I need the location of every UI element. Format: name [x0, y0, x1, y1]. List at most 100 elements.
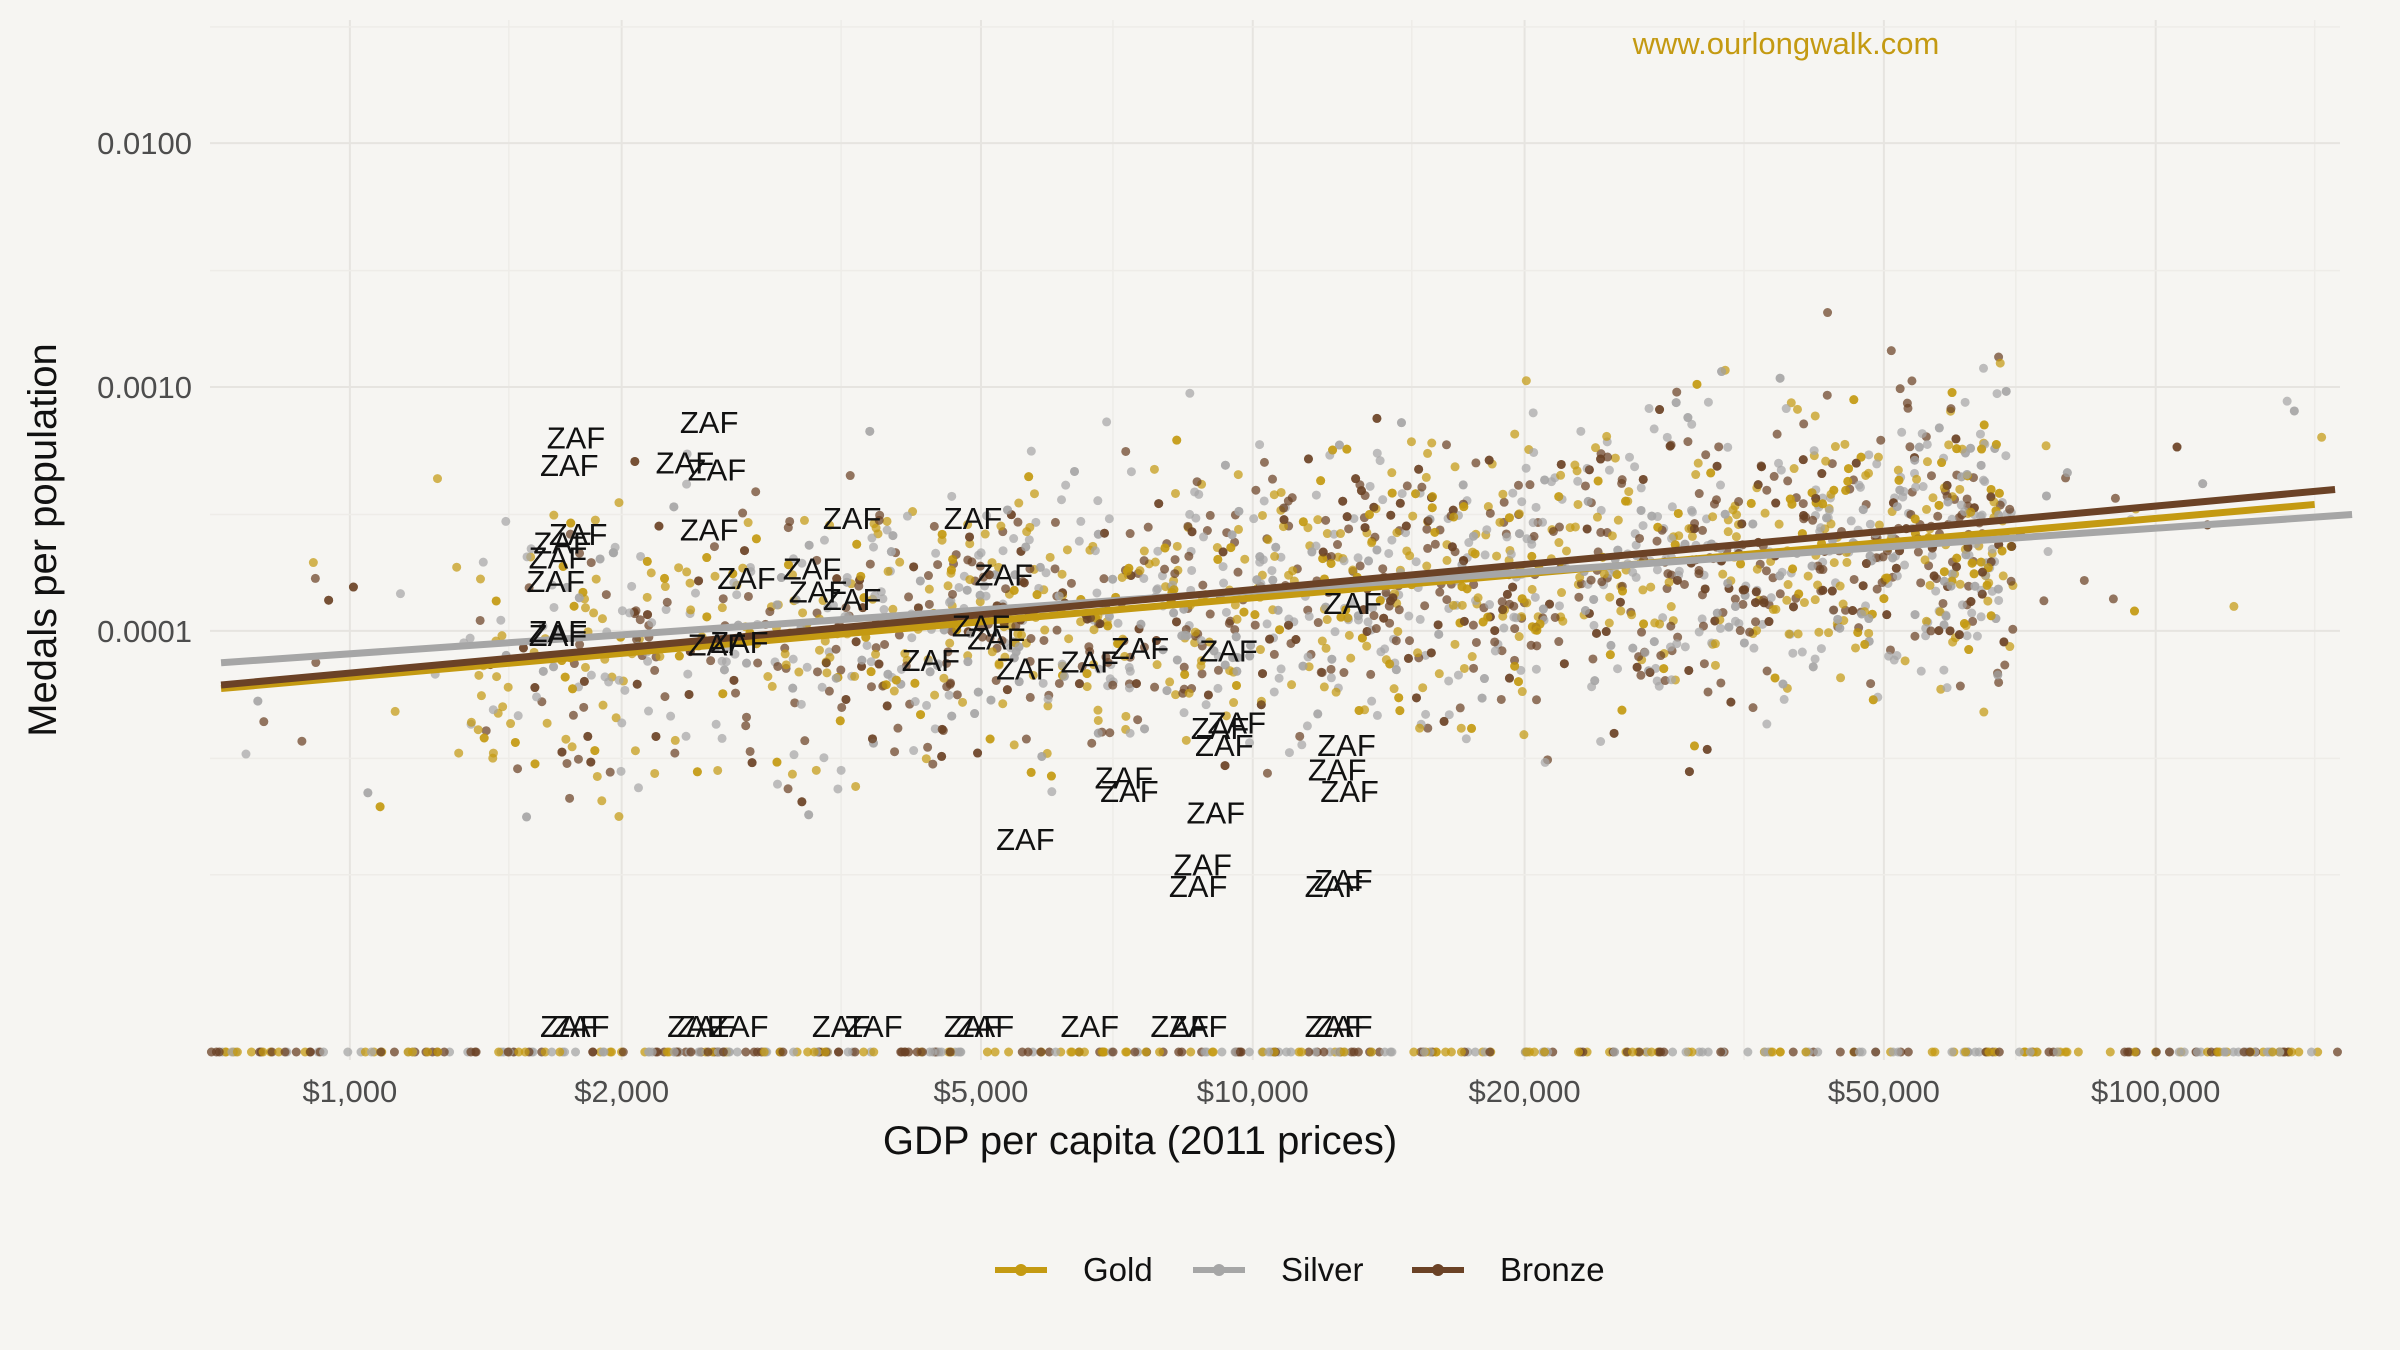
data-point [1955, 681, 1965, 691]
data-point [1833, 614, 1843, 624]
data-point [1775, 571, 1785, 581]
data-point [948, 554, 958, 564]
zero-medal-point [366, 1047, 376, 1057]
data-point [1103, 657, 1113, 667]
data-point [1922, 504, 1932, 514]
data-point [709, 542, 719, 552]
zaf-label: ZAF [680, 405, 739, 440]
data-point [1573, 476, 1583, 486]
data-point [788, 683, 798, 693]
data-point [1356, 486, 1366, 496]
data-point [1232, 614, 1242, 624]
data-point [1391, 636, 1401, 646]
data-point [1359, 605, 1369, 615]
data-point [909, 562, 919, 572]
data-point [1604, 618, 1614, 628]
data-point [1298, 661, 1308, 671]
data-point [982, 511, 992, 521]
data-point [1170, 488, 1180, 498]
data-point [1054, 678, 1064, 688]
x-tick-label: $5,000 [934, 1074, 1029, 1109]
data-point [1865, 519, 1875, 529]
data-point [1037, 751, 1047, 761]
data-point [1712, 461, 1722, 471]
data-point [1925, 580, 1935, 590]
data-point [1621, 496, 1631, 506]
data-point [390, 706, 400, 716]
data-point [991, 675, 1001, 685]
data-point [1442, 440, 1452, 450]
data-point [1461, 734, 1471, 744]
data-point [1617, 475, 1627, 485]
data-point [1606, 640, 1616, 650]
data-point [1918, 482, 1928, 492]
data-point [1998, 571, 2008, 581]
data-point [1414, 464, 1424, 474]
data-point [1951, 562, 1961, 572]
data-point [1304, 611, 1314, 621]
data-point [1616, 606, 1626, 616]
data-point [879, 605, 889, 615]
data-point [666, 711, 676, 721]
data-point [1532, 695, 1541, 705]
data-point [945, 638, 955, 648]
data-point [1009, 534, 1019, 544]
data-point [614, 675, 624, 685]
data-point [1748, 703, 1758, 713]
data-point [1737, 519, 1747, 529]
data-point [492, 672, 502, 682]
data-point [946, 565, 956, 575]
trend-line-bronze [220, 486, 2336, 689]
data-point [1103, 621, 1113, 631]
data-point [1605, 592, 1615, 602]
zero-medal-point [1097, 1047, 1107, 1057]
data-point [859, 593, 869, 603]
data-point [1697, 614, 1707, 624]
data-point [1615, 597, 1625, 607]
data-point [1986, 611, 1996, 621]
zaf-label: ZAF [549, 517, 608, 552]
data-point [1811, 493, 1821, 503]
zero-medal-point [232, 1047, 242, 1057]
data-point [1406, 437, 1416, 447]
data-point [1644, 403, 1654, 413]
data-point [1385, 659, 1395, 669]
data-point [1430, 539, 1440, 549]
data-point [1771, 498, 1781, 508]
data-point [947, 711, 957, 721]
data-point [1810, 595, 1820, 605]
data-point [1357, 633, 1367, 643]
data-point [1907, 376, 1917, 386]
data-point [965, 532, 975, 542]
data-point [518, 643, 528, 653]
data-point [1946, 404, 1956, 414]
data-point [1014, 677, 1024, 687]
data-point [921, 754, 931, 764]
data-point [798, 608, 808, 618]
zero-medal-point [1311, 1047, 1321, 1057]
data-point [1062, 545, 1072, 555]
data-point [642, 592, 652, 602]
data-point [1892, 571, 1902, 581]
data-point [510, 737, 520, 747]
data-point [1632, 662, 1642, 672]
data-point [1934, 423, 1944, 433]
zero-medal-point [1431, 1047, 1441, 1057]
zero-medal-point [833, 1047, 843, 1057]
data-point [1433, 620, 1443, 630]
data-point [1355, 561, 1365, 571]
data-point [1283, 496, 1293, 506]
data-point [1050, 564, 1060, 574]
data-point [797, 797, 807, 807]
data-point [1338, 496, 1348, 506]
data-point [1423, 516, 1433, 526]
data-point [1187, 565, 1197, 575]
data-point [1169, 608, 1179, 618]
data-point [869, 542, 879, 552]
zero-medal-point [1044, 1047, 1054, 1057]
data-point [1714, 442, 1724, 452]
data-point [1327, 654, 1337, 664]
data-point [1510, 624, 1520, 634]
zero-medal-point [669, 1047, 679, 1057]
data-point [922, 700, 932, 710]
